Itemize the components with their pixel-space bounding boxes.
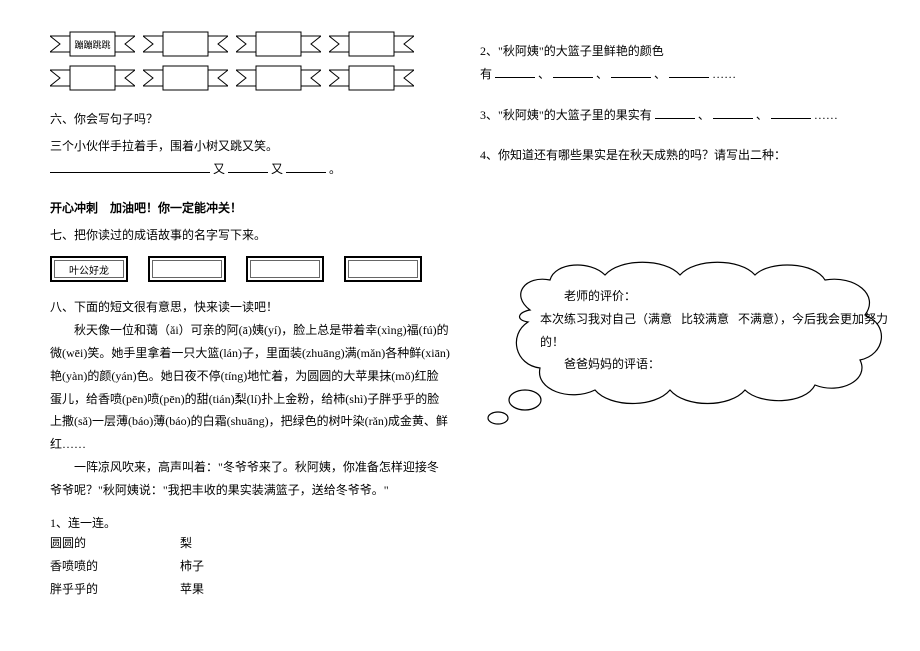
banner-row-2 <box>50 64 450 92</box>
q3: 3、"秋阿姨"的大篮子里的果实有 、 、 …… <box>480 104 900 127</box>
idiom-box[interactable] <box>246 256 324 282</box>
idiom-box[interactable] <box>344 256 422 282</box>
idiom-box-row: 叶公好龙 <box>50 256 450 282</box>
match-right: 柿子 <box>180 557 220 574</box>
right-column: 2、"秋阿姨"的大篮子里鲜艳的颜色 有 、 、 、 …… 3、"秋阿姨"的大篮子… <box>480 40 900 185</box>
left-column: 蹦蹦跳跳 六、你会写句子吗？ 三个小伙伴手拉着手，围着小树又跳又笑。 又 又 <box>50 30 450 603</box>
match-row: 胖乎乎的 苹果 <box>50 580 450 597</box>
q6-blank-line: 又 又 。 <box>50 158 450 181</box>
banner-shape: 蹦蹦跳跳 <box>50 30 135 58</box>
banner-shape <box>50 64 135 92</box>
end: …… <box>814 108 838 122</box>
end: …… <box>712 67 736 81</box>
sep: 、 <box>698 108 710 122</box>
q8-title: 八、下面的短文很有意思，快来读一读吧！ <box>50 296 450 319</box>
blank[interactable] <box>771 105 811 119</box>
cloud-line2: 本次练习我对自己（满意 比较满意 不满意），今后我会更加努力的！ <box>540 308 910 354</box>
banner-shape <box>329 64 414 92</box>
q2-text-a: 2、"秋阿姨"的大篮子里鲜艳的颜色 <box>480 44 664 58</box>
blank[interactable] <box>713 105 753 119</box>
passage-p2: 一阵凉风吹来，高声叫着："冬爷爷来了。秋阿姨，你准备怎样迎接冬爷爷呢？"秋阿姨说… <box>50 456 450 502</box>
cloud-text: 老师的评价： 本次练习我对自己（满意 比较满意 不满意），今后我会更加努力的！ … <box>540 285 910 376</box>
sep: 、 <box>756 108 768 122</box>
sep: 、 <box>654 67 666 81</box>
blank[interactable] <box>228 159 268 173</box>
match-right: 梨 <box>180 534 220 551</box>
match-left: 香喷喷的 <box>50 557 110 574</box>
match-right: 苹果 <box>180 580 220 597</box>
idiom-box: 叶公好龙 <box>50 256 128 282</box>
match-rows: 圆圆的 梨 香喷喷的 柿子 胖乎乎的 苹果 <box>50 534 450 597</box>
banner-label: 蹦蹦跳跳 <box>74 38 110 51</box>
text: 又 <box>271 162 283 176</box>
idiom-box[interactable] <box>148 256 226 282</box>
blank[interactable] <box>611 64 651 78</box>
sep: 、 <box>538 67 550 81</box>
idiom-label: 叶公好龙 <box>69 262 109 277</box>
q6-title: 六、你会写句子吗？ <box>50 110 450 127</box>
sep: 、 <box>596 67 608 81</box>
blank[interactable] <box>50 159 210 173</box>
banner-shape <box>143 30 228 58</box>
blank[interactable] <box>655 105 695 119</box>
q7-title: 七、把你读过的成语故事的名字写下来。 <box>50 224 450 247</box>
blank[interactable] <box>553 64 593 78</box>
banner-shape <box>236 64 321 92</box>
text: 。 <box>329 162 341 176</box>
banner-shape <box>143 64 228 92</box>
cloud-callout: 老师的评价： 本次练习我对自己（满意 比较满意 不满意），今后我会更加努力的！ … <box>470 250 910 430</box>
q2-text-b: 有 <box>480 67 492 81</box>
match-left: 圆圆的 <box>50 534 110 551</box>
q2: 2、"秋阿姨"的大篮子里鲜艳的颜色 有 、 、 、 …… <box>480 40 900 86</box>
passage-p1: 秋天像一位和蔼（ǎi）可亲的阿(ā)姨(yí)，脸上总是带着幸(xìng)福(f… <box>50 319 450 456</box>
q3-text: 3、"秋阿姨"的大篮子里的果实有 <box>480 108 652 122</box>
match-row: 香喷喷的 柿子 <box>50 557 450 574</box>
blank[interactable] <box>669 64 709 78</box>
match-title: 1、连一连。 <box>50 512 450 535</box>
blank[interactable] <box>495 64 535 78</box>
match-left: 胖乎乎的 <box>50 580 110 597</box>
text: 比较满意 <box>681 312 729 326</box>
cloud-line1: 老师的评价： <box>540 285 910 308</box>
blank[interactable] <box>286 159 326 173</box>
banner-row-1: 蹦蹦跳跳 <box>50 30 450 58</box>
sprint-title: 开心冲刺 加油吧！你一定能冲关！ <box>50 199 450 216</box>
q4: 4、你知道还有哪些果实是在秋天成熟的吗？请写出二种： <box>480 144 900 167</box>
match-row: 圆圆的 梨 <box>50 534 450 551</box>
banner-shape <box>329 30 414 58</box>
banner-shape <box>236 30 321 58</box>
q6-example: 三个小伙伴手拉着手，围着小树又跳又笑。 <box>50 135 450 158</box>
cloud-line3: 爸爸妈妈的评语： <box>540 353 910 376</box>
text: 又 <box>213 162 225 176</box>
text: 本次练习我对自己（满意 <box>540 312 672 326</box>
